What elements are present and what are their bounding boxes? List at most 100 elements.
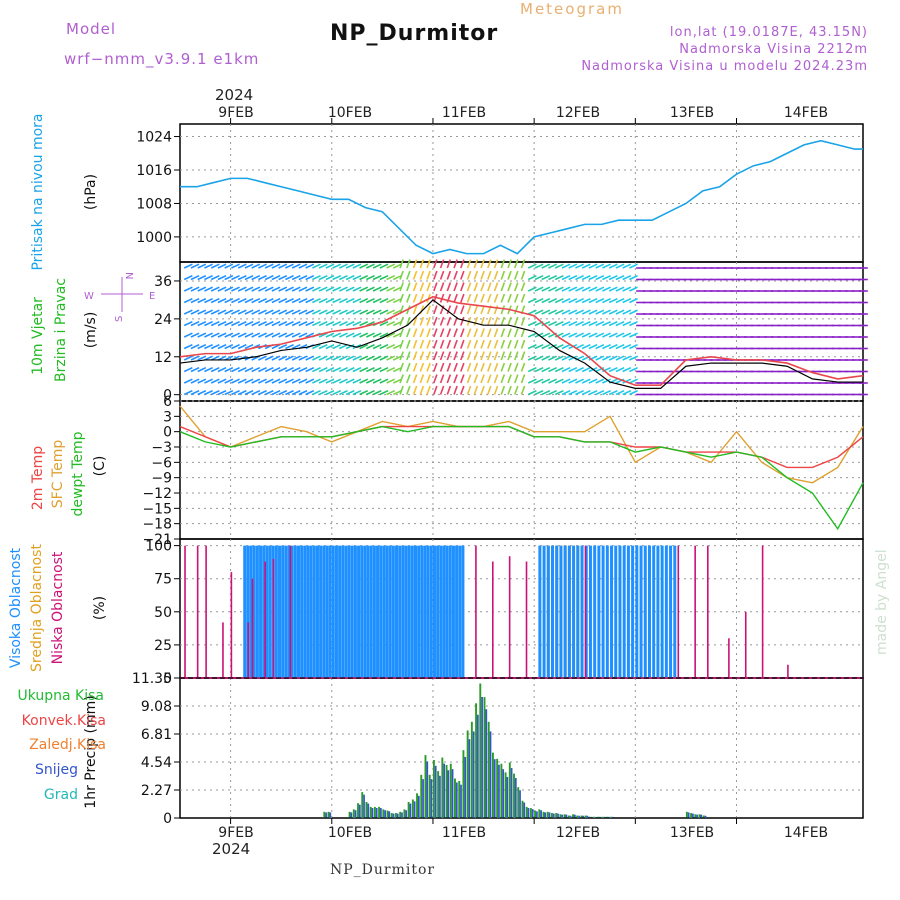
wind-barb	[561, 343, 571, 350]
wind-barb	[493, 374, 499, 384]
wind-barb	[419, 351, 425, 361]
cloud-low-bar	[677, 545, 680, 678]
wind-barb	[372, 309, 382, 315]
wind-barb	[412, 328, 418, 338]
wind-barb	[352, 389, 362, 396]
wind-barb	[237, 286, 247, 292]
cloud-ylabel-low: Niska Oblacnost	[50, 551, 66, 664]
wind-barb	[561, 389, 571, 396]
wind-barb	[197, 389, 207, 396]
wind-barb	[271, 366, 281, 373]
wind-barb	[595, 355, 605, 361]
cloud-high-bar	[451, 545, 455, 678]
wind-barb	[507, 293, 512, 303]
wind-barb	[285, 355, 294, 361]
wind-barb	[318, 389, 328, 396]
wind-barb	[264, 274, 274, 281]
wind-barb	[480, 270, 485, 280]
precip-snow-bar	[582, 815, 585, 818]
wind-barb	[581, 263, 591, 269]
wind-barb	[312, 355, 321, 361]
wind-barb	[527, 343, 537, 350]
wind-barb	[433, 328, 438, 338]
wind-barb	[359, 263, 369, 269]
cloud-high-bar	[656, 545, 660, 678]
wind-barb	[298, 378, 308, 384]
wind-barb	[561, 286, 571, 292]
wind-barb	[453, 270, 458, 280]
precip-snow-bar	[586, 815, 589, 818]
legend-total: Ukupna Kisa	[17, 688, 104, 704]
tick-label: −3	[151, 440, 172, 456]
wind-barb	[514, 316, 519, 326]
wind-barb	[473, 374, 479, 384]
compass-n: N	[123, 272, 134, 279]
cloud-high-bar	[647, 545, 651, 678]
wind-barb	[575, 309, 584, 315]
wind-barb	[534, 263, 544, 269]
pressure-axis-labels: Pritisak na nivou mora (hPa)	[30, 113, 99, 270]
wind-barb	[386, 378, 396, 384]
precip-snow-bar	[405, 810, 408, 818]
wind-barb	[258, 297, 267, 304]
day-label: 13FEB	[670, 105, 714, 121]
wind-barb	[359, 297, 369, 304]
wind-barb	[399, 270, 404, 280]
wind-barb	[231, 343, 240, 350]
wind-barb	[190, 320, 200, 327]
wind-barb	[312, 263, 321, 269]
wind-barb	[527, 366, 537, 373]
pressure-ylabel: Pritisak na nivou mora	[30, 113, 46, 270]
wind-barb	[392, 332, 402, 338]
wind-barb	[291, 355, 301, 361]
panel-frames: 10001008101610240122436630−3−6−9−12−15−1…	[132, 118, 864, 827]
tick-label: 2.27	[141, 783, 172, 799]
wind-barb	[204, 263, 213, 269]
wind-barb	[568, 332, 578, 338]
wind-barb	[460, 339, 465, 349]
precip-snow-bar	[363, 794, 365, 818]
wind-barb	[568, 297, 578, 304]
wind-barb	[480, 362, 485, 372]
wind-barb	[534, 366, 544, 373]
tick-label: 4.54	[141, 755, 172, 771]
wind-barb	[217, 297, 227, 304]
wind-barb	[534, 378, 544, 384]
wind-barb	[352, 320, 362, 327]
legend-snow: Snijeg	[35, 762, 78, 778]
wind-barb	[392, 274, 402, 281]
wind-barb	[210, 263, 220, 269]
wind-barb	[595, 297, 605, 304]
precip-snow-bar	[510, 768, 513, 818]
precip-snow-bar	[603, 816, 606, 818]
precip-total-bar	[470, 721, 473, 818]
wind-barb	[271, 274, 281, 281]
precip-total-bar	[390, 813, 393, 818]
wind-barb	[541, 309, 551, 315]
wind-barb	[480, 259, 485, 269]
cloud-high-bar	[673, 545, 677, 678]
wind-barb	[588, 297, 598, 304]
tick-label: 12	[154, 350, 172, 366]
wind-barb	[548, 320, 557, 327]
wind-barb	[446, 305, 452, 315]
cloud-high-bar	[306, 545, 310, 678]
tick-label: 1024	[136, 130, 172, 146]
wind-barb	[318, 286, 328, 292]
precip-total-bar	[601, 816, 604, 818]
wind-barb	[278, 332, 288, 338]
wind-barb	[345, 297, 355, 304]
compass-icon: N W E S	[84, 272, 155, 322]
wind-barb	[622, 263, 632, 269]
wind-barb	[231, 297, 240, 304]
wind-barb	[197, 343, 207, 350]
wind-barb	[291, 274, 301, 281]
wind-barb	[352, 355, 362, 361]
wind-barb	[345, 366, 355, 373]
wind-barb	[487, 293, 492, 303]
wind-barb	[271, 355, 281, 361]
wind-barb	[372, 389, 382, 396]
wind-barb	[514, 362, 519, 372]
wind-unit: (m/s)	[83, 312, 99, 349]
cloud-high-bar	[344, 545, 348, 678]
